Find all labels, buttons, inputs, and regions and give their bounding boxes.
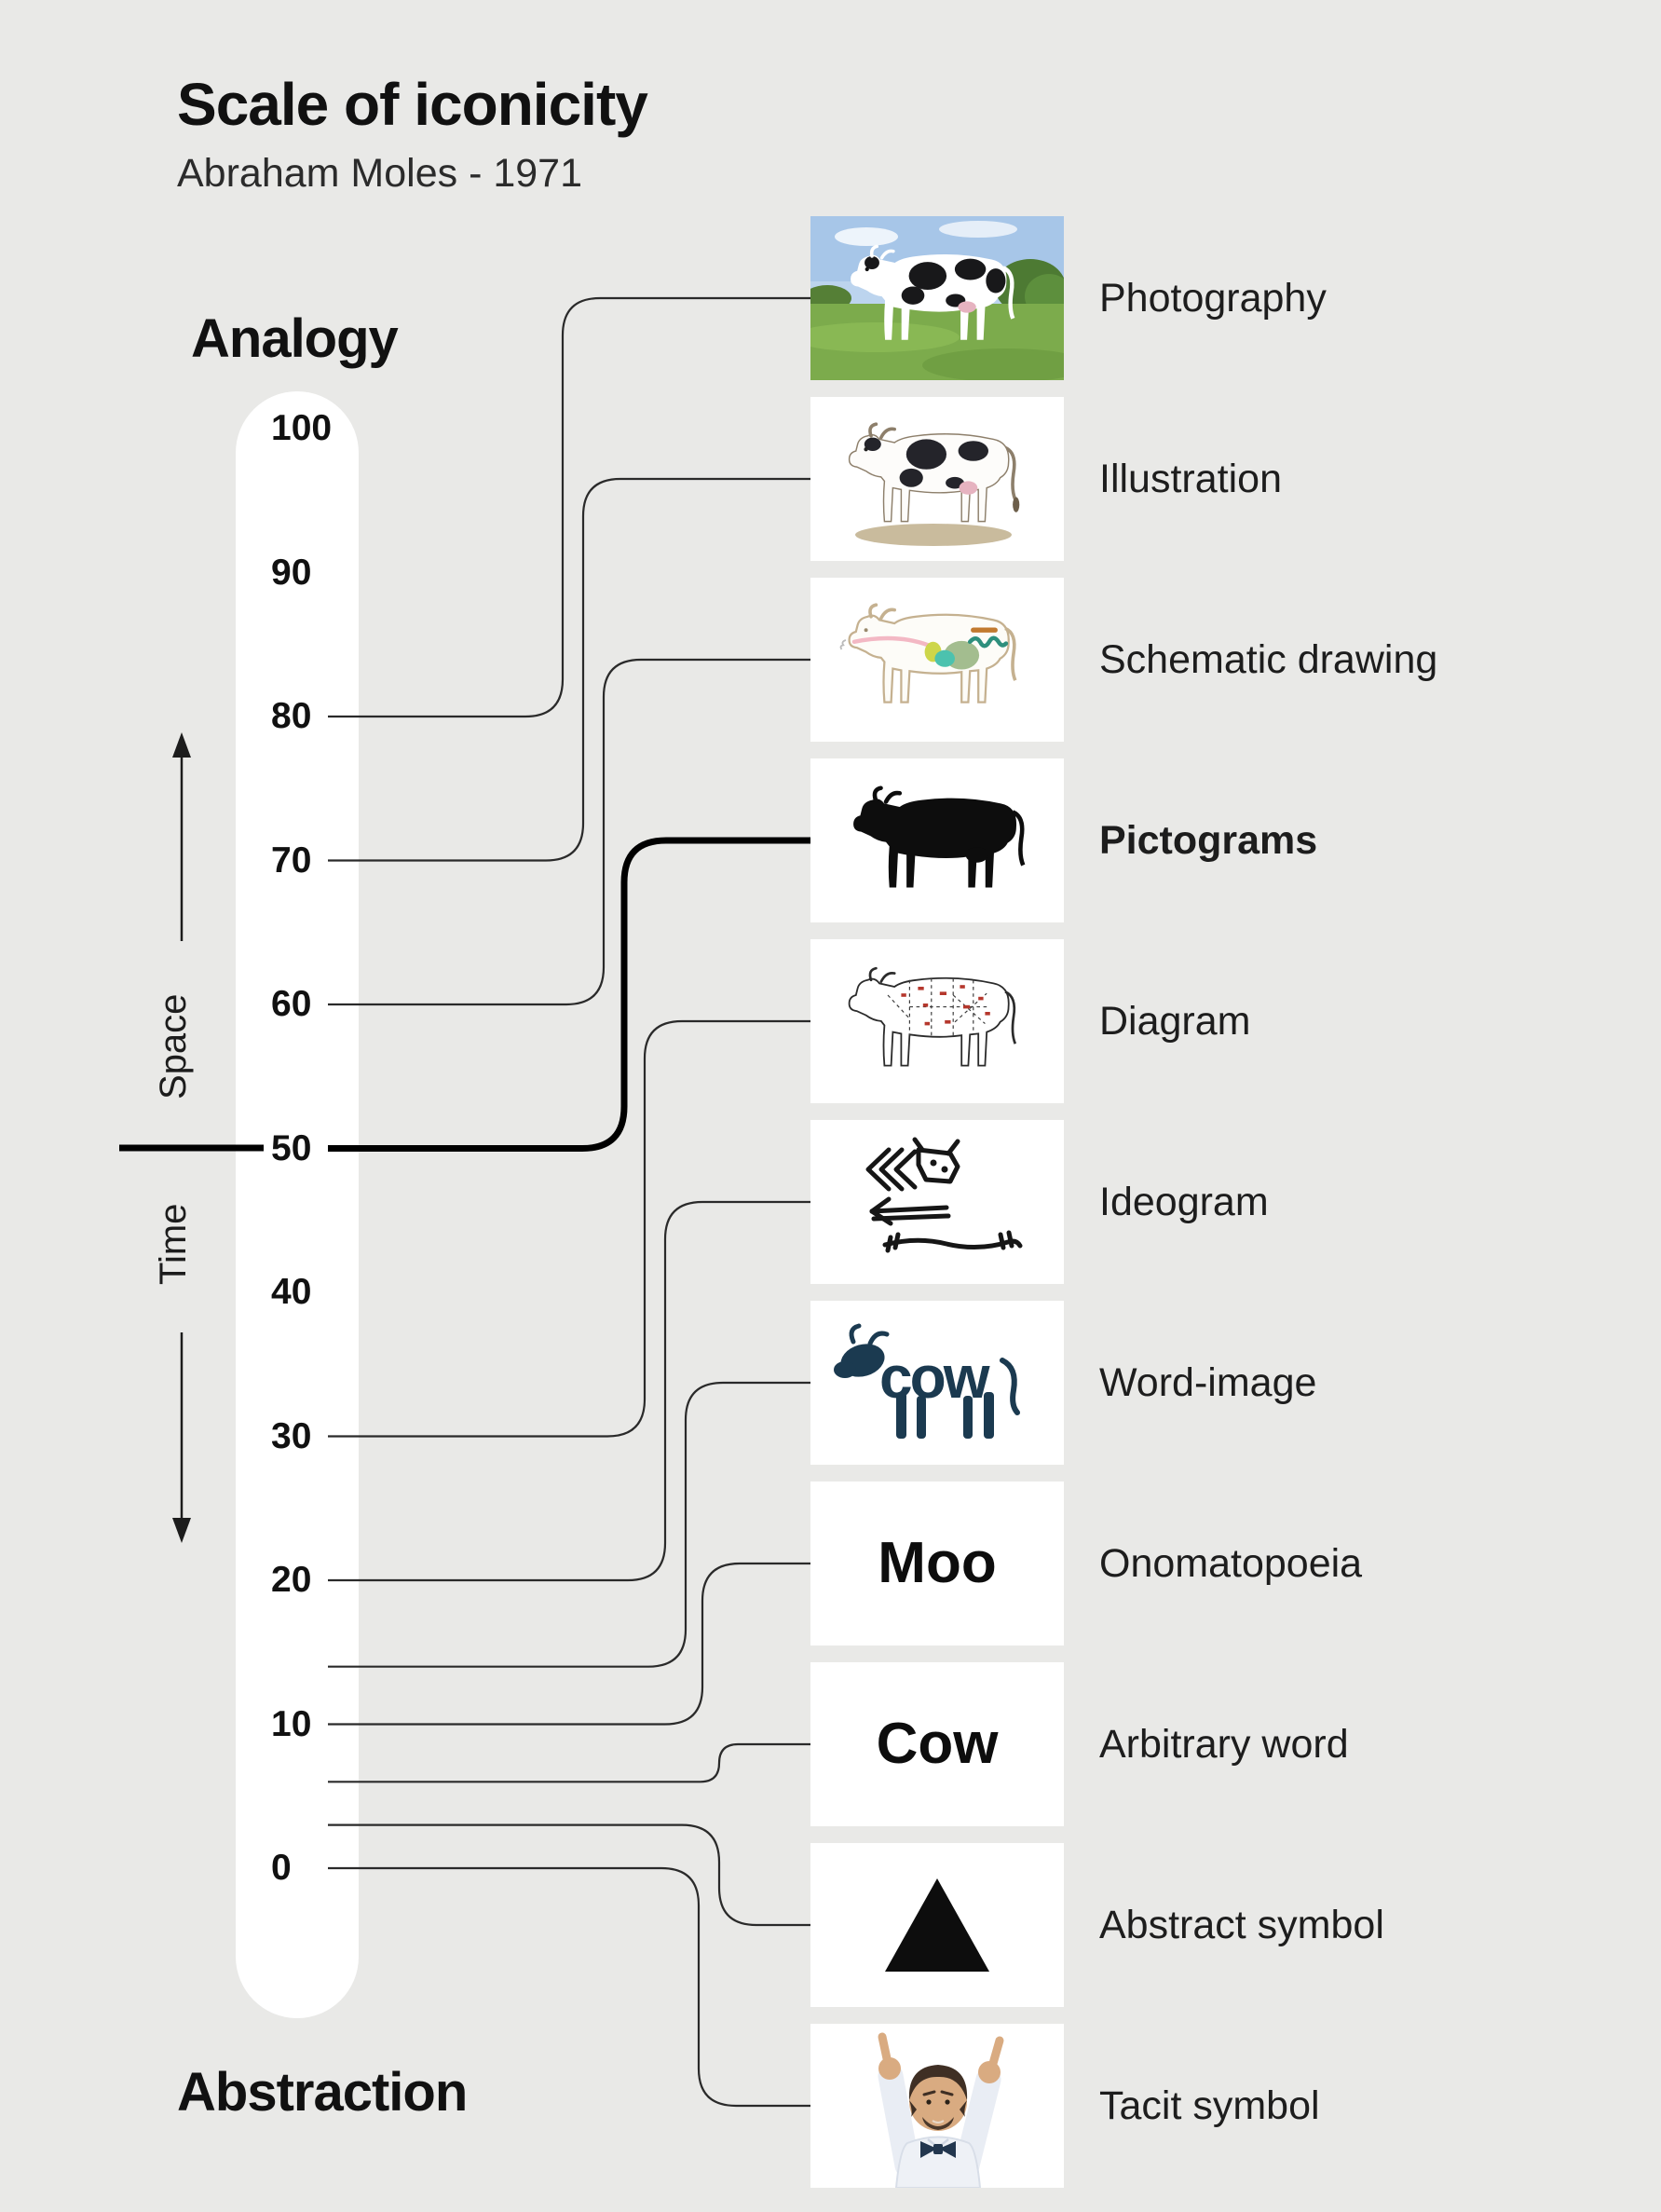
card-tacit-symbol — [810, 2024, 1064, 2188]
connector-pictograms — [328, 837, 810, 1152]
connector-ideogram — [328, 1200, 810, 1582]
pictogram-cow-image — [810, 758, 1064, 922]
card-schematic-drawing — [810, 578, 1064, 742]
connector-arbitrary-word — [328, 1742, 810, 1783]
card-word-image: cow — [810, 1301, 1064, 1465]
tick-label-20: 20 — [271, 1560, 312, 1600]
arbitrary-word-text: Cow — [877, 1712, 1000, 1776]
space-up-arrow — [172, 732, 191, 941]
scale-bottom-label: Abstraction — [177, 2062, 468, 2123]
arbitrary-word: Cow — [810, 1662, 1064, 1826]
page-title: Scale of iconicity — [177, 71, 648, 138]
tick-label-40: 40 — [271, 1272, 312, 1312]
word-image-text: cow — [879, 1344, 990, 1411]
connector-tacit-symbol — [328, 1866, 810, 2108]
space-axis-label: Space — [153, 993, 194, 1099]
connector-onomatopoeia — [328, 1562, 810, 1726]
item-label-photography: Photography — [1099, 276, 1327, 321]
tick-label-100: 100 — [271, 408, 333, 448]
item-label-onomatopoeia: Onomatopoeia — [1099, 1541, 1363, 1586]
page-subtitle: Abraham Moles - 1971 — [177, 151, 582, 196]
card-ideogram — [810, 1120, 1064, 1284]
card-diagram — [810, 939, 1064, 1103]
card-arbitrary-word: Cow — [810, 1662, 1064, 1826]
connector-abstract-symbol — [328, 1823, 810, 1927]
onomatopoeia-word: Moo — [810, 1481, 1064, 1645]
connector-diagram — [328, 1019, 810, 1438]
item-label-abstract-symbol: Abstract symbol — [1099, 1903, 1384, 1947]
item-label-schematic: Schematic drawing — [1099, 637, 1438, 682]
card-photography — [810, 216, 1064, 380]
tick-label-60: 60 — [271, 984, 312, 1024]
triangle-symbol — [810, 1843, 1064, 2007]
schematic-cow-image — [810, 578, 1064, 742]
connector-word-image — [328, 1381, 810, 1668]
photo-cow-image — [810, 216, 1064, 380]
item-label-arbitrary-word: Arbitrary word — [1099, 1722, 1349, 1767]
scale-top-label: Analogy — [191, 308, 399, 369]
tick-label-0: 0 — [271, 1848, 292, 1888]
item-label-pictograms: Pictograms — [1099, 818, 1318, 863]
tick-label-70: 70 — [271, 840, 312, 881]
card-abstract-symbol — [810, 1843, 1064, 2007]
tick-label-50: 50 — [271, 1127, 312, 1168]
person-horns-gesture-image — [810, 2024, 1064, 2188]
connector-photography — [328, 296, 810, 718]
item-label-ideogram: Ideogram — [1099, 1180, 1269, 1224]
item-label-word-image: Word-image — [1099, 1360, 1317, 1405]
iconicity-scale-bar — [236, 391, 359, 2018]
card-illustration — [810, 397, 1064, 561]
tick-label-10: 10 — [271, 1703, 312, 1744]
card-pictograms — [810, 758, 1064, 922]
onomatopoeia-text: Moo — [878, 1531, 996, 1595]
illustration-cow-image — [810, 397, 1064, 561]
word-image-cow: cow — [810, 1301, 1064, 1465]
diagram-cow-image — [810, 939, 1064, 1103]
item-label-diagram: Diagram — [1099, 999, 1251, 1044]
ideogram-cow-image — [810, 1120, 1064, 1284]
tick-label-90: 90 — [271, 552, 312, 593]
item-label-illustration: Illustration — [1099, 457, 1282, 501]
tick-label-80: 80 — [271, 696, 312, 736]
tick-label-30: 30 — [271, 1415, 312, 1456]
connector-schematic — [328, 658, 810, 1006]
time-axis-label: Time — [153, 1203, 194, 1285]
card-onomatopoeia: Moo — [810, 1481, 1064, 1645]
item-label-tacit-symbol: Tacit symbol — [1099, 2083, 1320, 2128]
connector-illustration — [328, 477, 810, 862]
time-down-arrow — [172, 1332, 191, 1543]
